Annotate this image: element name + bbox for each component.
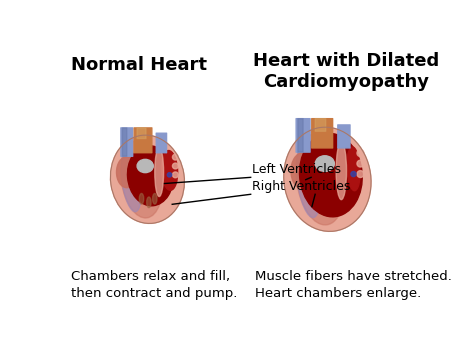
Circle shape — [357, 171, 364, 178]
Ellipse shape — [137, 159, 153, 173]
Circle shape — [357, 150, 364, 157]
Circle shape — [173, 172, 178, 178]
FancyBboxPatch shape — [134, 128, 152, 153]
Text: Muscle fibers have stretched.
Heart chambers enlarge.: Muscle fibers have stretched. Heart cham… — [255, 270, 451, 300]
Ellipse shape — [315, 156, 334, 171]
Ellipse shape — [121, 150, 141, 212]
FancyBboxPatch shape — [312, 119, 333, 148]
Circle shape — [351, 171, 356, 177]
FancyBboxPatch shape — [137, 128, 146, 138]
Ellipse shape — [128, 146, 173, 206]
FancyBboxPatch shape — [315, 119, 326, 131]
Ellipse shape — [117, 157, 137, 188]
Ellipse shape — [296, 145, 320, 218]
FancyBboxPatch shape — [121, 128, 133, 156]
FancyBboxPatch shape — [156, 133, 166, 153]
Ellipse shape — [296, 133, 345, 225]
Ellipse shape — [300, 133, 362, 217]
Circle shape — [173, 163, 178, 169]
Text: Chambers relax and fill,
then contract and pump.: Chambers relax and fill, then contract a… — [71, 270, 237, 300]
Text: Left Ventricles: Left Ventricles — [252, 163, 341, 176]
FancyBboxPatch shape — [296, 119, 310, 152]
Ellipse shape — [155, 148, 164, 197]
Circle shape — [357, 160, 364, 167]
Ellipse shape — [139, 193, 144, 204]
Text: Normal Heart: Normal Heart — [71, 56, 207, 75]
Text: Right Ventricles: Right Ventricles — [252, 180, 351, 193]
Ellipse shape — [153, 193, 157, 204]
Ellipse shape — [161, 151, 178, 190]
Text: Heart with Dilated
Cardiomyopathy: Heart with Dilated Cardiomyopathy — [253, 52, 439, 91]
FancyBboxPatch shape — [298, 119, 303, 152]
FancyBboxPatch shape — [338, 125, 350, 148]
FancyBboxPatch shape — [122, 128, 127, 156]
Ellipse shape — [284, 127, 371, 231]
Ellipse shape — [291, 153, 315, 189]
Circle shape — [173, 154, 178, 160]
Ellipse shape — [336, 142, 346, 200]
Ellipse shape — [121, 141, 162, 218]
Ellipse shape — [110, 135, 184, 223]
Ellipse shape — [146, 197, 151, 208]
Ellipse shape — [347, 147, 360, 191]
Circle shape — [167, 173, 172, 177]
